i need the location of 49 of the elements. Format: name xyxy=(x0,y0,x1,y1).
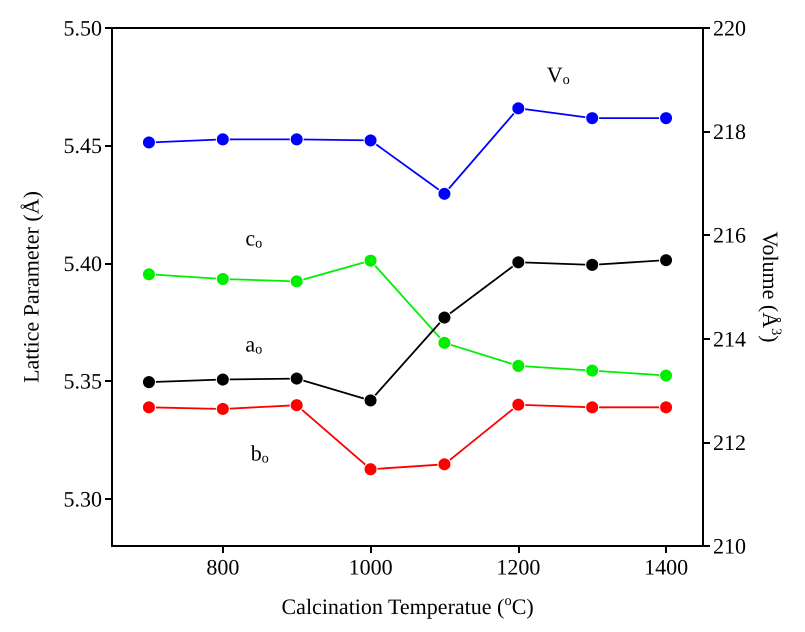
point xyxy=(659,253,674,268)
point xyxy=(290,132,304,146)
point xyxy=(364,254,378,268)
point xyxy=(216,272,230,286)
point xyxy=(290,372,304,386)
point xyxy=(585,364,600,378)
x-tick-label: 800 xyxy=(206,554,240,580)
point xyxy=(511,101,526,116)
point xyxy=(511,358,526,373)
point xyxy=(511,255,526,270)
y-tick-label: 5.35 xyxy=(64,368,102,394)
point xyxy=(364,393,378,408)
y2-tick-label: 218 xyxy=(713,119,746,144)
point xyxy=(585,400,600,414)
point xyxy=(585,111,600,126)
y-tick-label: 5.30 xyxy=(64,486,102,512)
point xyxy=(659,111,674,126)
point xyxy=(437,336,452,350)
point xyxy=(290,398,304,412)
x-tick-label: 1000 xyxy=(348,554,393,580)
point xyxy=(142,267,156,282)
y-tick-label: 5.50 xyxy=(64,16,102,40)
point xyxy=(142,400,156,414)
y2-tick-label: 212 xyxy=(713,430,746,455)
point xyxy=(290,274,304,288)
point xyxy=(437,457,452,472)
y2-tick-label: 220 xyxy=(713,16,746,40)
point xyxy=(511,398,526,412)
y2-axis-title: Volume (Å3) xyxy=(758,231,784,343)
y-axis-title: Lattice Parameter (Å) xyxy=(18,191,44,383)
y2-tick-label: 210 xyxy=(713,534,746,558)
x-tick-label: 1400 xyxy=(644,554,688,580)
point xyxy=(364,133,378,148)
y-tick-label: 5.45 xyxy=(64,133,102,158)
point xyxy=(216,402,230,416)
point xyxy=(142,135,156,150)
point xyxy=(216,132,230,146)
point xyxy=(437,186,452,201)
y-tick-label: 5.40 xyxy=(64,250,102,276)
y2-tick-label: 214 xyxy=(713,326,746,352)
x-tick-label: 1200 xyxy=(496,554,540,580)
point xyxy=(659,368,674,383)
point xyxy=(585,258,600,272)
y2-tick-label: 216 xyxy=(713,222,746,248)
point xyxy=(364,462,378,476)
point xyxy=(659,400,674,414)
point xyxy=(216,372,230,387)
point xyxy=(437,310,452,325)
point xyxy=(142,375,156,390)
